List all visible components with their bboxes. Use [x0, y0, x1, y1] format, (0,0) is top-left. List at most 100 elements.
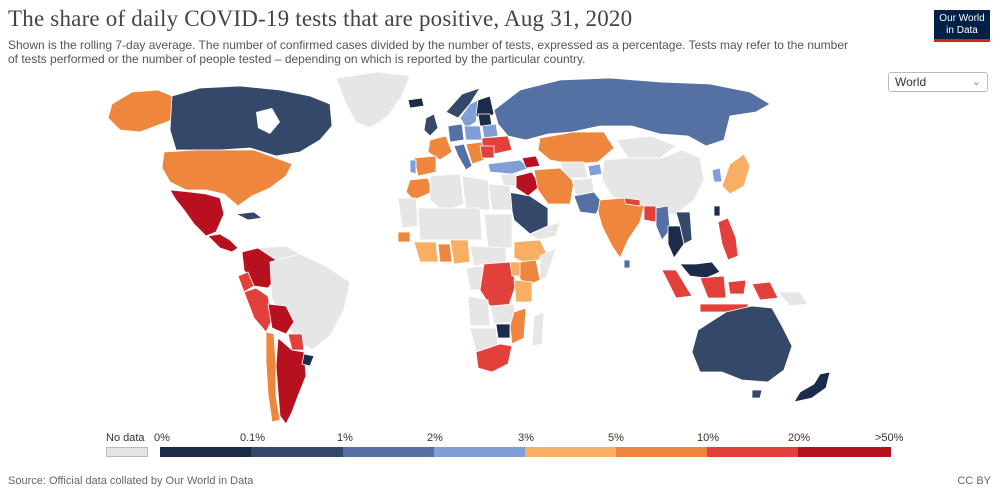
- country-ghana-togo[interactable]: [437, 243, 453, 263]
- country-kyrgyzstan[interactable]: [587, 163, 603, 177]
- country-poland[interactable]: [463, 125, 483, 141]
- legend-bin-4[interactable]: [525, 447, 616, 457]
- country-pakistan[interactable]: [573, 191, 603, 215]
- country-peru[interactable]: [243, 287, 273, 333]
- country-brazil[interactable]: [269, 253, 351, 351]
- country-ecuador[interactable]: [237, 271, 255, 293]
- country-nepal[interactable]: [623, 197, 641, 207]
- country-indonesia[interactable]: [661, 269, 779, 313]
- chevron-down-icon: ⌄: [971, 76, 981, 88]
- country-balkans[interactable]: [465, 141, 485, 165]
- country-argentina[interactable]: [275, 337, 307, 425]
- legend-tick-8: >50%: [875, 432, 904, 444]
- country-nigeria[interactable]: [449, 239, 471, 265]
- country-japan[interactable]: [721, 153, 751, 195]
- country-sri-lanka[interactable]: [623, 259, 631, 269]
- country-yemen-oman[interactable]: [529, 221, 561, 241]
- country-tasmania[interactable]: [751, 389, 763, 399]
- country-angola[interactable]: [467, 295, 491, 327]
- country-malaysia[interactable]: [679, 261, 721, 279]
- country-mali-niger[interactable]: [417, 207, 483, 241]
- source-note[interactable]: Source: Official data collated by Our Wo…: [8, 475, 254, 487]
- country-greenland[interactable]: [335, 71, 411, 129]
- country-syria[interactable]: [499, 173, 517, 187]
- country-alaska[interactable]: [107, 89, 173, 133]
- country-saudi-arabia[interactable]: [507, 191, 549, 235]
- country-italy[interactable]: [453, 143, 473, 171]
- country-western-sahara-mauritania[interactable]: [397, 197, 419, 229]
- legend-bin-1[interactable]: [251, 447, 343, 457]
- country-libya[interactable]: [461, 175, 491, 211]
- country-central-america[interactable]: [207, 233, 239, 253]
- country-romania[interactable]: [479, 145, 495, 159]
- country-philippines[interactable]: [717, 217, 739, 261]
- region-select[interactable]: World ⌄: [888, 72, 988, 92]
- country-usa[interactable]: [161, 149, 293, 207]
- country-bangladesh[interactable]: [643, 205, 657, 223]
- country-iran[interactable]: [533, 167, 575, 205]
- country-tanzania[interactable]: [513, 279, 533, 303]
- country-myanmar[interactable]: [655, 205, 671, 241]
- country-spain[interactable]: [413, 155, 437, 177]
- country-mongolia[interactable]: [615, 135, 677, 159]
- country-mexico[interactable]: [169, 189, 225, 237]
- logo-line-2: in Data: [946, 25, 978, 36]
- country-caucasus[interactable]: [521, 155, 541, 169]
- legend-tick-7: 20%: [788, 432, 811, 444]
- country-kazakhstan[interactable]: [537, 131, 615, 165]
- chart-subtitle: Shown is the rolling 7-day average. The …: [8, 38, 849, 66]
- license-link[interactable]: CC BY: [957, 475, 991, 487]
- country-bolivia[interactable]: [267, 303, 295, 335]
- country-norway[interactable]: [445, 87, 481, 119]
- country-canada[interactable]: [169, 85, 333, 157]
- country-new-zealand[interactable]: [793, 371, 831, 403]
- country-laos-vietnam[interactable]: [675, 211, 693, 245]
- legend-bin-7[interactable]: [798, 447, 891, 457]
- country-mozambique[interactable]: [509, 307, 527, 345]
- legend-bin-5[interactable]: [616, 447, 707, 457]
- country-belarus[interactable]: [481, 123, 499, 139]
- region-select-value: World: [895, 75, 927, 89]
- country-portugal[interactable]: [409, 159, 417, 175]
- legend-tick-4: 3%: [518, 432, 534, 444]
- legend-bin-3[interactable]: [434, 447, 525, 457]
- country-morocco[interactable]: [405, 177, 433, 201]
- country-cuba[interactable]: [234, 211, 264, 221]
- country-west-africa[interactable]: [413, 241, 439, 263]
- country-thailand[interactable]: [667, 225, 685, 259]
- country-russia[interactable]: [493, 77, 771, 147]
- country-egypt[interactable]: [487, 183, 513, 211]
- country-south-africa[interactable]: [475, 343, 513, 373]
- country-china[interactable]: [601, 149, 705, 215]
- legend-tick-2: 1%: [337, 432, 353, 444]
- country-zimbabwe[interactable]: [495, 323, 511, 339]
- country-uruguay[interactable]: [301, 353, 315, 367]
- legend-bin-2[interactable]: [343, 447, 434, 457]
- legend-tick-1: 0.1%: [240, 432, 266, 444]
- country-south-korea[interactable]: [711, 167, 723, 183]
- country-iceland[interactable]: [407, 97, 425, 109]
- country-germany[interactable]: [447, 123, 465, 143]
- country-algeria[interactable]: [429, 173, 465, 213]
- country-uganda-rwanda[interactable]: [509, 261, 521, 277]
- country-australia[interactable]: [691, 305, 793, 383]
- legend-bin-6[interactable]: [707, 447, 798, 457]
- country-uk[interactable]: [423, 113, 439, 137]
- legend-no-data-swatch[interactable]: [106, 447, 148, 457]
- country-france[interactable]: [427, 135, 453, 161]
- country-paraguay[interactable]: [287, 333, 305, 351]
- country-taiwan[interactable]: [713, 205, 721, 217]
- legend-bin-0[interactable]: [160, 447, 251, 457]
- country-ethiopia[interactable]: [513, 239, 549, 265]
- country-baltics[interactable]: [477, 113, 493, 127]
- owid-logo[interactable]: Our World in Data: [934, 10, 990, 42]
- country-madagascar[interactable]: [531, 311, 545, 347]
- country-senegal[interactable]: [397, 231, 411, 243]
- country-png[interactable]: [777, 291, 809, 307]
- country-chile[interactable]: [265, 331, 281, 423]
- country-turkey[interactable]: [487, 159, 531, 175]
- country-sudan[interactable]: [483, 213, 513, 249]
- country-india[interactable]: [597, 197, 645, 259]
- country-somalia[interactable]: [539, 247, 557, 281]
